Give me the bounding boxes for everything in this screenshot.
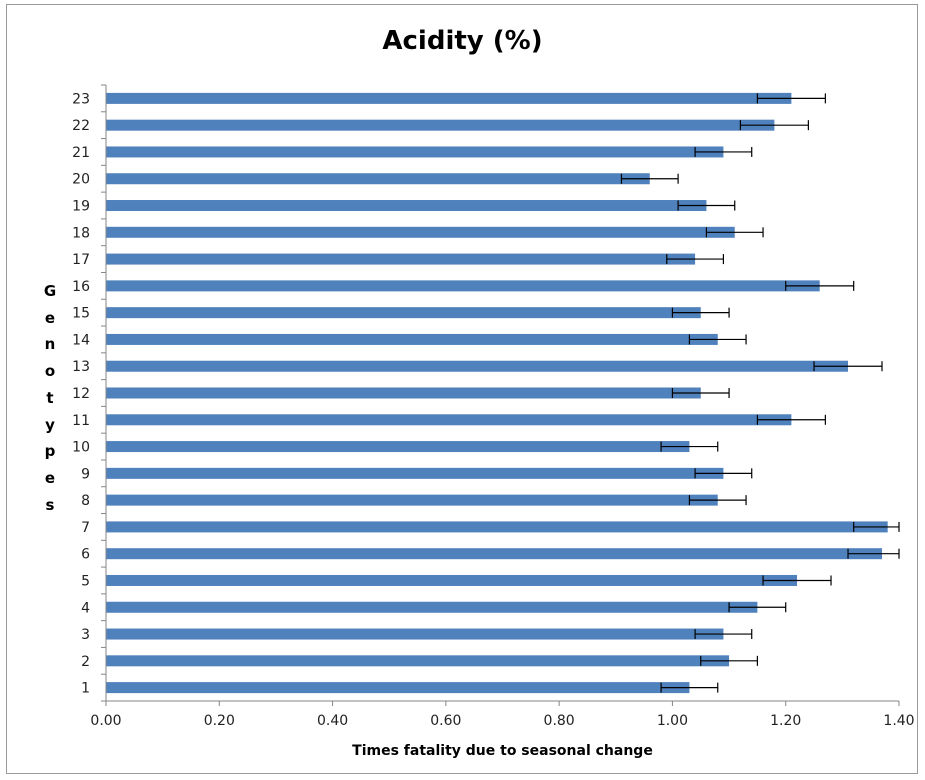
x-tick-label: 0.20 [204,713,235,729]
y-axis-label-letter: e [44,308,56,327]
bar [106,682,690,694]
bar [106,628,724,640]
bar [106,226,735,238]
bar [106,521,888,533]
y-tick-label: 7 [81,520,90,536]
y-tick-label: 12 [72,386,90,402]
y-tick-label: 17 [72,252,90,268]
bar [106,119,775,131]
y-axis-label-letter: t [46,388,54,407]
bar [106,253,696,265]
x-axis-label: Times fatality due to seasonal change [352,743,653,759]
y-tick-label: 4 [81,600,90,616]
y-axis-label-letter: y [45,415,55,434]
y-tick-label: 20 [72,172,90,188]
bar [106,280,820,292]
y-tick-label: 14 [72,332,90,348]
bar [106,173,650,185]
y-axis-label-letter: s [45,495,55,514]
bar [106,601,758,613]
bar [106,307,701,319]
bar [106,414,792,426]
bar [106,548,883,560]
x-tick-label: 1.00 [657,713,688,729]
x-tick-label: 0.40 [317,713,348,729]
y-axis-label-letter: p [44,442,56,461]
bar [106,387,701,399]
y-tick-label: 13 [72,359,90,375]
y-tick-label: 8 [81,493,90,509]
y-tick-label: 11 [72,413,90,429]
y-tick-label: 10 [72,440,90,456]
x-tick-label: 1.40 [883,713,914,729]
y-tick-label: 15 [72,306,90,322]
bar [106,467,724,479]
x-tick-label: 1.20 [770,713,801,729]
y-tick-label: 23 [72,91,90,107]
bar [106,333,718,345]
x-tick-label: 0.80 [544,713,575,729]
y-axis-label-letter: o [44,362,56,381]
bar [106,574,798,586]
y-axis-label-letter: G [43,282,57,300]
y-tick-label: 5 [81,573,90,589]
bar [106,200,707,212]
bar [106,494,718,506]
y-axis-label-letter: e [44,468,56,487]
x-tick-label: 0.60 [430,713,461,729]
bar [106,655,730,667]
bar [106,92,792,104]
y-tick-label: 18 [72,225,90,241]
y-axis-label-letter: n [44,335,56,354]
y-tick-label: 1 [81,681,90,697]
y-tick-label: 6 [81,547,90,563]
y-tick-label: 9 [81,466,90,482]
y-tick-label: 19 [72,199,90,215]
y-tick-label: 22 [72,118,90,134]
bar [106,360,849,372]
x-tick-label: 0.00 [90,713,121,729]
bar [106,146,724,158]
y-tick-label: 21 [72,145,90,161]
bar [106,441,690,453]
y-tick-label: 16 [72,279,90,295]
chart-title: Acidity (%) [382,26,543,56]
y-tick-label: 2 [81,654,90,670]
y-tick-label: 3 [81,627,90,643]
